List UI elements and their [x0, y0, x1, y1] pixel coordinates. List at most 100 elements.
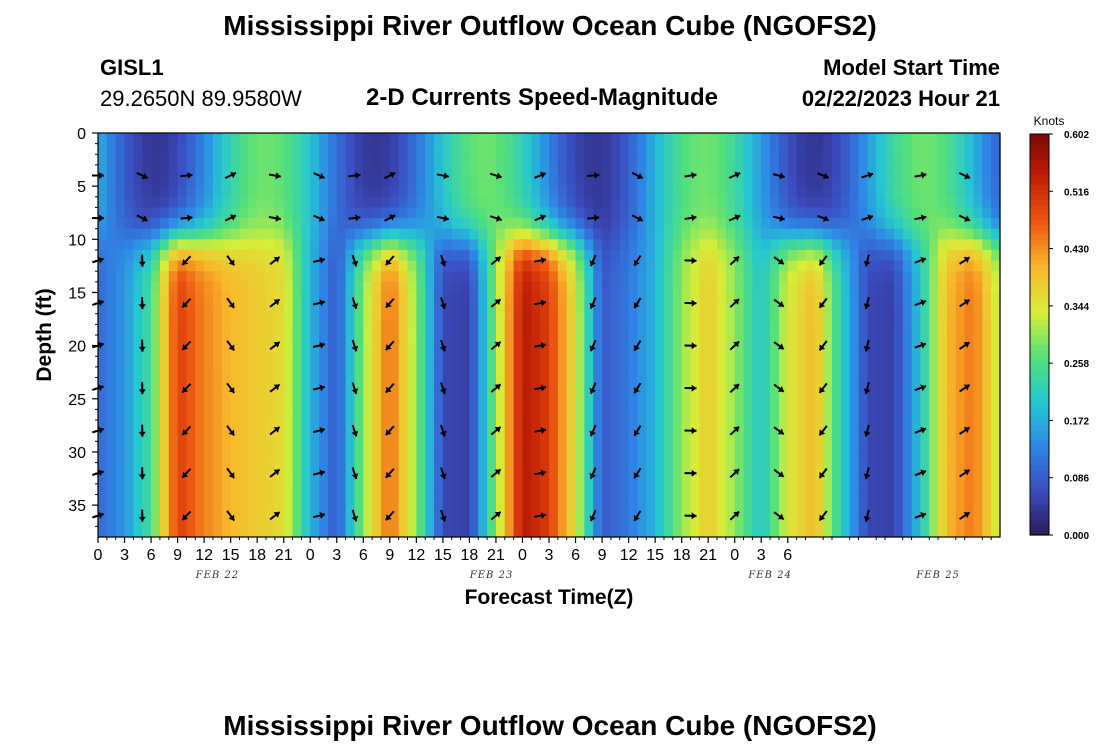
heatmap-cell: [363, 281, 373, 294]
heatmap-cell: [566, 207, 577, 219]
heatmap-cell: [876, 515, 886, 527]
heatmap-cell: [973, 164, 983, 177]
heatmap-cell: [929, 281, 939, 294]
heatmap-cell: [540, 249, 550, 262]
heatmap-cell: [672, 505, 683, 517]
heatmap-cell: [398, 228, 409, 240]
heatmap-cell: [796, 249, 807, 262]
heatmap-cell: [991, 451, 1001, 464]
heatmap-cell: [106, 515, 117, 527]
heatmap-cell: [973, 218, 983, 230]
heatmap-cell: [593, 133, 603, 145]
heatmap-cell: [151, 218, 161, 230]
heatmap-cell: [354, 462, 364, 474]
colorbar-segment: [1030, 329, 1049, 336]
current-arrow: [534, 171, 547, 179]
heatmap-cell: [204, 505, 214, 517]
heatmap-cell: [283, 366, 294, 379]
heatmap-cell: [239, 451, 249, 464]
heatmap-cell: [823, 430, 833, 442]
heatmap-cell: [345, 483, 356, 496]
current-arrow: [863, 382, 871, 395]
current-arrow: [224, 171, 237, 180]
heatmap-cell: [655, 366, 665, 379]
heatmap-cell: [230, 175, 241, 187]
heatmap-cell: [487, 420, 497, 432]
heatmap-cell: [708, 420, 718, 432]
heatmap-cell: [982, 483, 992, 496]
heatmap-cell: [840, 164, 851, 177]
heatmap-cell: [239, 154, 249, 166]
heatmap-cell: [221, 196, 232, 209]
heatmap-cell: [734, 388, 745, 400]
heatmap-cell: [814, 313, 824, 325]
heatmap-cell: [478, 409, 488, 421]
current-arrow: [684, 342, 697, 350]
heatmap-cell: [407, 186, 417, 198]
heatmap-cell: [778, 186, 789, 198]
current-arrow: [224, 214, 237, 222]
heatmap-cell: [902, 451, 913, 464]
footer-title: Mississippi River Outflow Ocean Cube (NG…: [223, 710, 877, 741]
heatmap-cell: [407, 526, 417, 538]
heatmap-cell: [938, 292, 948, 304]
date-label: FEB 25: [915, 570, 960, 581]
heatmap-cell: [248, 483, 258, 496]
heatmap-cell: [504, 164, 515, 177]
heatmap-cell: [469, 345, 479, 357]
heatmap-cell: [893, 196, 904, 209]
heatmap-cell: [672, 462, 683, 474]
heatmap-cell: [159, 335, 170, 347]
heatmap-cell: [672, 335, 683, 347]
heatmap-cell: [787, 494, 798, 506]
heatmap-cell: [195, 451, 205, 464]
heatmap-cell: [540, 526, 550, 538]
heatmap-cell: [301, 366, 311, 379]
heatmap-cell: [920, 409, 930, 421]
heatmap-cell: [513, 345, 524, 357]
heatmap-cell: [885, 324, 895, 336]
heatmap-cell: [876, 441, 886, 453]
heatmap-cell: [522, 249, 532, 262]
current-arrow: [384, 171, 396, 180]
heatmap-cell: [628, 462, 639, 474]
heatmap-cell: [840, 207, 851, 219]
heatmap-cell: [195, 313, 205, 325]
heatmap-cell: [434, 388, 444, 400]
current-arrow: [959, 511, 971, 520]
heatmap-cell: [319, 473, 329, 485]
heatmap-cell: [230, 260, 241, 272]
heatmap-cell: [831, 409, 842, 421]
heatmap-cell: [566, 398, 577, 411]
heatmap-cell: [425, 143, 435, 155]
heatmap-cell: [717, 505, 727, 517]
heatmap-cell: [478, 313, 488, 325]
heatmap-cell: [98, 313, 108, 325]
heatmap-cell: [389, 473, 400, 485]
heatmap-cell: [814, 388, 824, 400]
heatmap-cell: [354, 271, 364, 283]
heatmap-cell: [619, 164, 630, 177]
heatmap-cell: [221, 483, 232, 496]
heatmap-cell: [593, 228, 603, 240]
current-arrow: [534, 342, 547, 349]
heatmap-cell: [849, 388, 860, 400]
colorbar-segment: [1030, 434, 1049, 441]
current-arrow: [385, 468, 395, 479]
colorbar-segment: [1030, 249, 1049, 255]
heatmap-cell: [690, 228, 700, 240]
heatmap-cell: [487, 281, 497, 294]
current-arrow: [385, 383, 395, 394]
heatmap-cell: [363, 143, 373, 155]
heatmap-cell: [319, 494, 329, 506]
heatmap-cell: [593, 313, 603, 325]
heatmap-cell: [902, 377, 913, 389]
heatmap-cell: [549, 515, 559, 527]
heatmap-cell: [938, 143, 948, 155]
heatmap-cell: [540, 505, 550, 517]
heatmap-cell: [557, 473, 568, 485]
heatmap-cell: [478, 398, 488, 411]
heatmap-cell: [257, 335, 267, 347]
heatmap-cell: [593, 154, 603, 166]
heatmap-cell: [115, 366, 126, 379]
